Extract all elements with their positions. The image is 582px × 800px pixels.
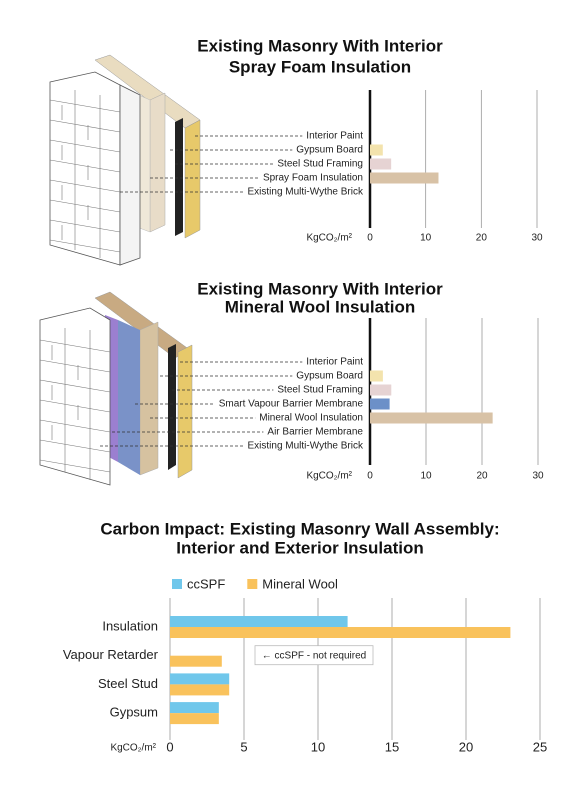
legend-swatch xyxy=(172,579,182,589)
x-tick-label: 30 xyxy=(531,233,543,244)
x-tick-label: 0 xyxy=(367,471,373,482)
x-tick-label: 20 xyxy=(476,471,488,482)
category-label: Steel Stud Framing xyxy=(277,159,363,170)
bar xyxy=(170,684,230,696)
x-tick-label: 20 xyxy=(459,739,473,754)
bar xyxy=(170,627,511,638)
annotation-box xyxy=(254,645,374,666)
legend-label: Mineral Wool xyxy=(262,576,338,591)
bar xyxy=(370,158,392,170)
bar xyxy=(170,655,222,667)
wall-illustration xyxy=(49,54,201,266)
chart-title: Mineral Wool Insulation xyxy=(225,297,415,316)
category-label: Gypsum xyxy=(110,705,158,720)
chart-title: Carbon Impact: Existing Masonry Wall Ass… xyxy=(100,519,499,538)
x-axis-label: KgCO₂/m² xyxy=(306,233,352,244)
chart-title: Existing Masonry With Interior xyxy=(197,279,443,298)
category-label: Steel Stud xyxy=(98,676,158,691)
bar xyxy=(170,713,219,725)
x-tick-label: 25 xyxy=(533,739,547,754)
category-label: Existing Multi-Wythe Brick xyxy=(248,441,364,452)
wall-illustration xyxy=(39,291,193,486)
category-label: Gypsum Board xyxy=(296,371,363,382)
chart-title: Interior and Exterior Insulation xyxy=(176,538,423,557)
x-tick-label: 15 xyxy=(385,739,399,754)
category-label: Existing Multi-Wythe Brick xyxy=(248,187,364,198)
bar xyxy=(370,370,383,382)
bar xyxy=(370,172,439,184)
category-label: Mineral Wool Insulation xyxy=(259,413,363,424)
category-label: Spray Foam Insulation xyxy=(263,173,363,184)
annotation: ← ccSPF - not required xyxy=(262,650,366,661)
category-label: Insulation xyxy=(102,618,158,633)
legend-label: ccSPF xyxy=(187,576,225,591)
category-label: Interior Paint xyxy=(306,131,363,142)
x-tick-label: 0 xyxy=(367,233,373,244)
category-label: Vapour Retarder xyxy=(63,647,159,662)
category-label: Smart Vapour Barrier Membrane xyxy=(219,399,364,410)
x-tick-label: 10 xyxy=(420,471,432,482)
x-tick-label: 30 xyxy=(532,471,544,482)
bar xyxy=(370,398,390,410)
x-tick-label: 10 xyxy=(311,739,325,754)
x-axis-label: KgCO₂/m² xyxy=(306,471,352,482)
x-tick-label: 10 xyxy=(420,233,432,244)
bar xyxy=(370,144,383,156)
legend-swatch xyxy=(247,579,258,589)
x-tick-label: 20 xyxy=(476,233,488,244)
category-label: Steel Stud Framing xyxy=(277,385,363,396)
bar xyxy=(370,412,493,424)
bar xyxy=(170,673,230,685)
chart-title: Existing Masonry With Interior xyxy=(197,36,443,55)
category-label: Air Barrier Membrane xyxy=(267,427,363,438)
bar xyxy=(170,702,219,714)
bar xyxy=(170,616,348,627)
category-label: Gypsum Board xyxy=(296,145,363,156)
bar xyxy=(370,384,392,396)
chart-title: Spray Foam Insulation xyxy=(229,57,411,76)
x-tick-label: 0 xyxy=(166,739,173,754)
x-tick-label: 5 xyxy=(240,739,247,754)
category-label: Interior Paint xyxy=(306,357,363,368)
x-axis-label: KgCO₂/m² xyxy=(110,743,156,754)
